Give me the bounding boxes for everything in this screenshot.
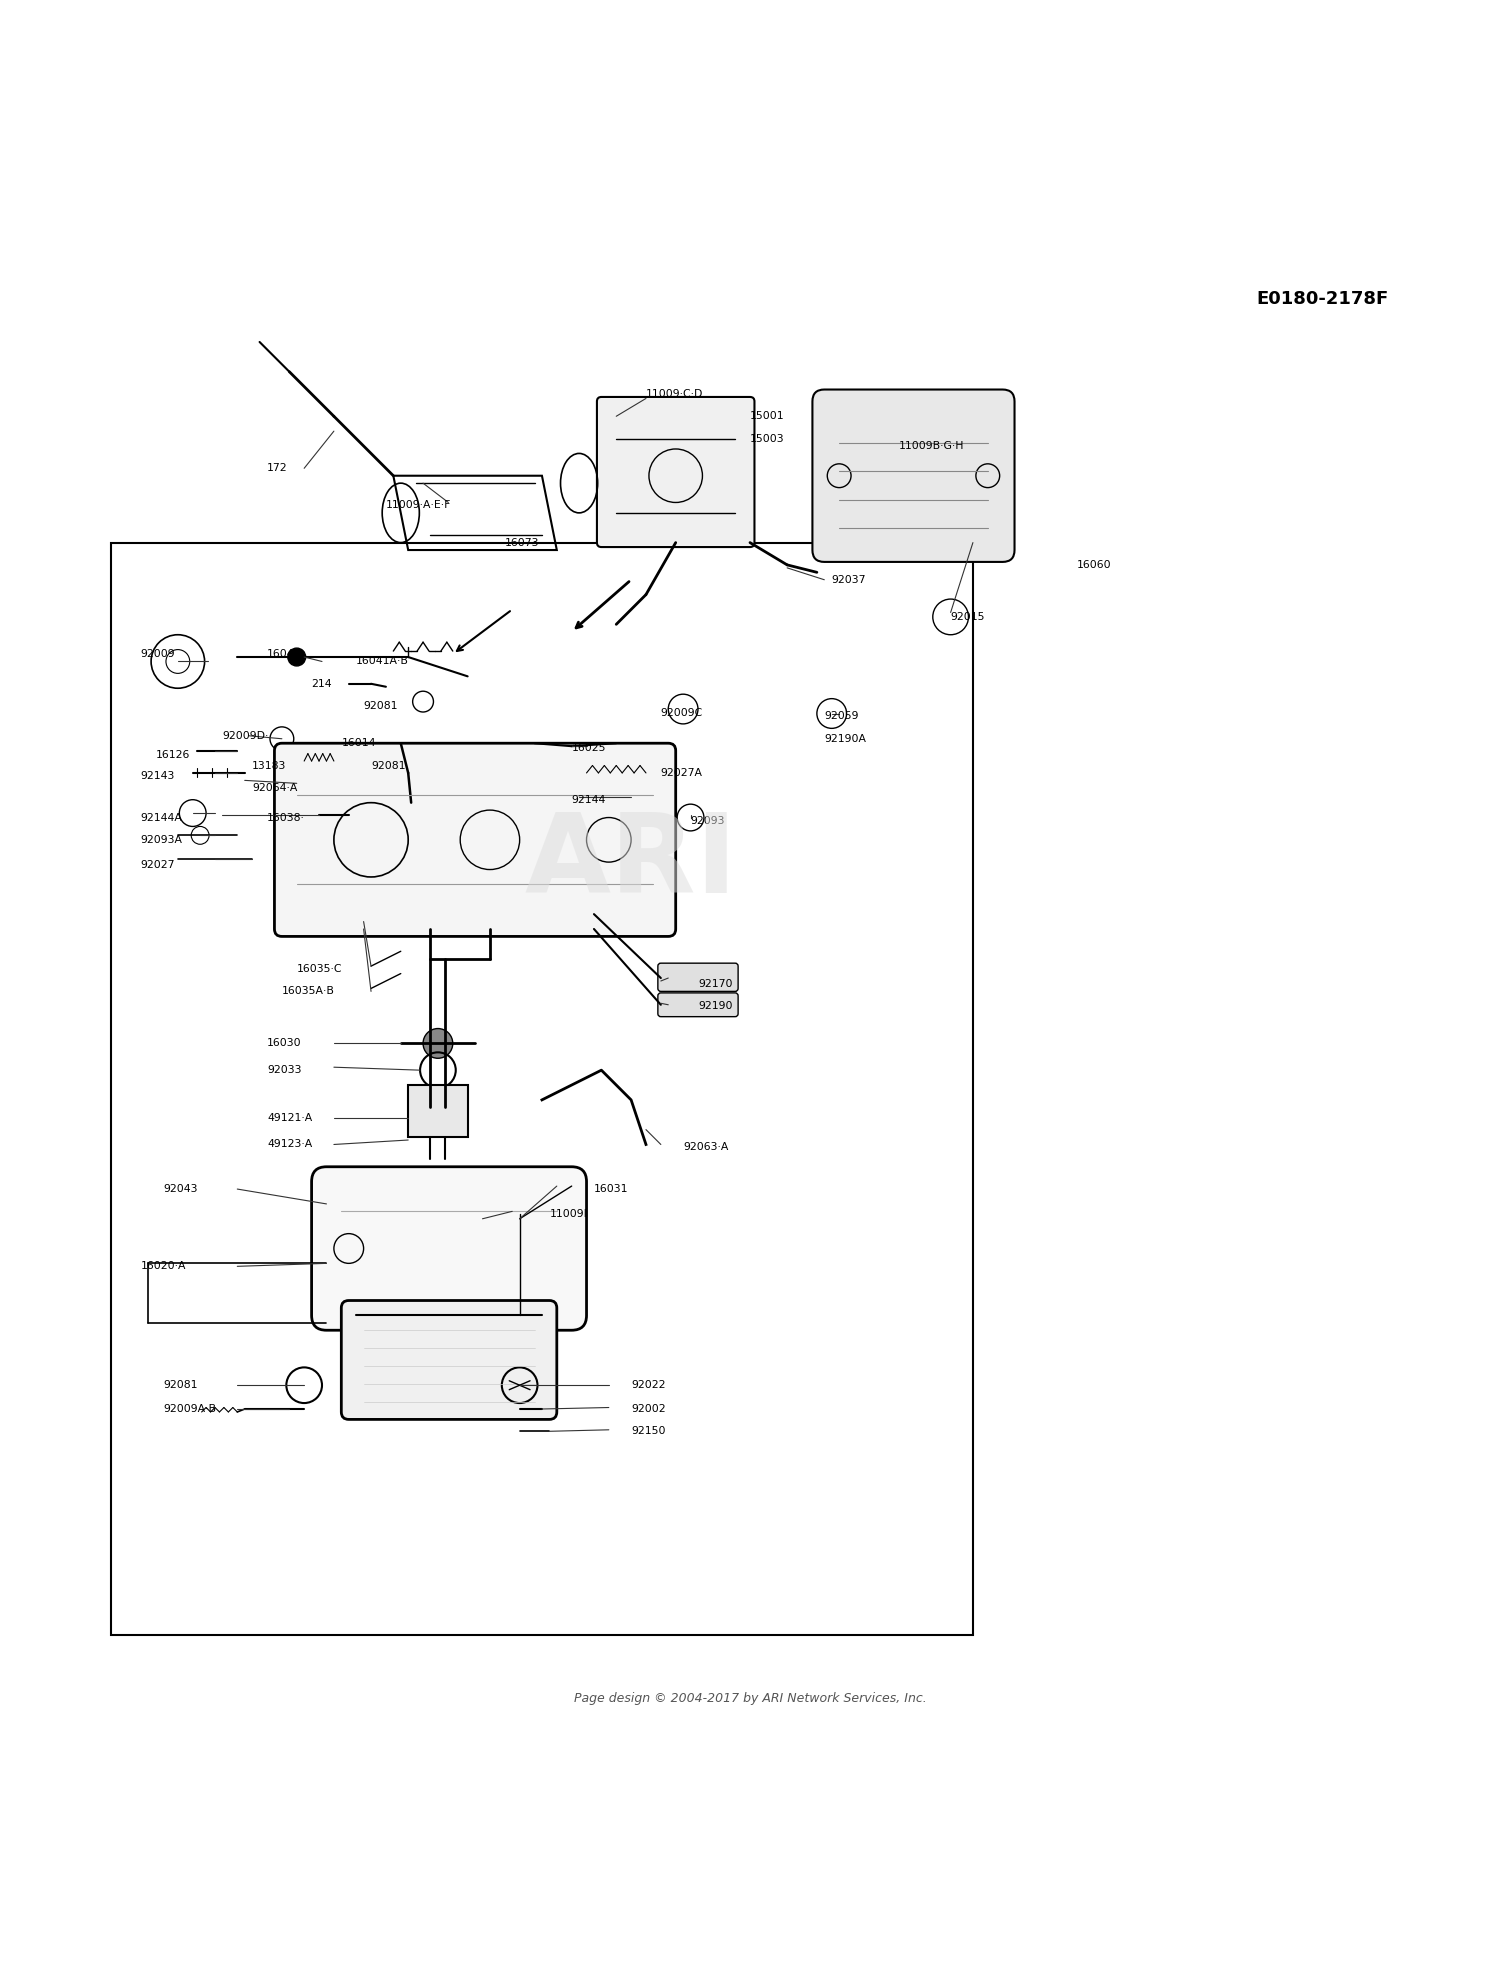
Text: 92033: 92033 <box>267 1065 302 1075</box>
Text: 92009: 92009 <box>141 649 176 659</box>
Text: 92027: 92027 <box>141 859 176 869</box>
Text: ARI: ARI <box>525 808 738 916</box>
Text: 92143: 92143 <box>141 771 176 781</box>
Text: Page design © 2004-2017 by ARI Network Services, Inc.: Page design © 2004-2017 by ARI Network S… <box>573 1691 927 1705</box>
Text: 92037: 92037 <box>831 575 866 585</box>
Text: 16073: 16073 <box>506 538 540 547</box>
FancyBboxPatch shape <box>813 390 1014 561</box>
FancyBboxPatch shape <box>274 744 675 936</box>
Text: 15001: 15001 <box>750 412 784 422</box>
Text: 92043: 92043 <box>164 1183 198 1195</box>
FancyBboxPatch shape <box>658 963 738 991</box>
Text: 92081: 92081 <box>164 1379 198 1391</box>
Text: 92081: 92081 <box>363 700 398 710</box>
Text: 16041A·B: 16041A·B <box>356 657 410 667</box>
Text: 49121·A: 49121·A <box>267 1112 312 1122</box>
Text: 92059: 92059 <box>825 712 860 722</box>
Text: 16035·C: 16035·C <box>297 963 342 973</box>
Text: 92081: 92081 <box>370 761 405 771</box>
FancyBboxPatch shape <box>312 1167 586 1330</box>
Text: 11009·A·E·F: 11009·A·E·F <box>386 500 452 510</box>
Text: 16038·: 16038· <box>267 812 305 822</box>
Circle shape <box>288 647 306 665</box>
Bar <box>111 543 974 1634</box>
Text: 16126: 16126 <box>156 749 190 759</box>
Text: 49123·A: 49123·A <box>267 1140 312 1150</box>
Text: 92170: 92170 <box>698 979 732 989</box>
Text: 92015: 92015 <box>951 612 986 622</box>
Text: 92190A: 92190A <box>825 734 867 744</box>
Text: 11009B·G·H: 11009B·G·H <box>898 441 964 451</box>
Text: E0180-2178F: E0180-2178F <box>1257 290 1389 308</box>
Text: 92150: 92150 <box>632 1426 666 1436</box>
Text: 92022: 92022 <box>632 1379 666 1391</box>
Text: 92002: 92002 <box>632 1405 666 1415</box>
Text: 13183: 13183 <box>252 761 286 771</box>
FancyBboxPatch shape <box>658 993 738 1016</box>
Text: 16041: 16041 <box>267 649 302 659</box>
Text: 172: 172 <box>267 463 288 473</box>
Circle shape <box>423 1028 453 1058</box>
Text: 16035A·B: 16035A·B <box>282 987 334 997</box>
Text: 16060: 16060 <box>1077 559 1112 569</box>
FancyBboxPatch shape <box>597 396 754 547</box>
Text: 92063·A: 92063·A <box>682 1142 729 1152</box>
Bar <box>408 1085 468 1138</box>
Text: 11009I: 11009I <box>549 1209 588 1218</box>
Text: 92009A·B: 92009A·B <box>164 1405 216 1415</box>
Text: 92009D·: 92009D· <box>222 730 268 742</box>
Text: 15003: 15003 <box>750 434 784 443</box>
Text: 92027A: 92027A <box>662 767 704 779</box>
Text: 92009C: 92009C <box>662 708 704 718</box>
Text: 16014: 16014 <box>342 738 376 748</box>
Text: 92144A: 92144A <box>141 812 183 822</box>
Text: 16020·A: 16020·A <box>141 1262 186 1271</box>
Text: 16025: 16025 <box>572 744 606 753</box>
Text: 214: 214 <box>312 679 332 689</box>
Text: 16030: 16030 <box>267 1038 302 1048</box>
Text: 92144: 92144 <box>572 795 606 804</box>
Text: 16031: 16031 <box>594 1183 628 1195</box>
Text: 11009·C·D: 11009·C·D <box>646 388 704 398</box>
Text: 92093: 92093 <box>690 816 724 826</box>
FancyBboxPatch shape <box>342 1301 556 1419</box>
Text: 92064·A: 92064·A <box>252 783 297 793</box>
Text: 92190: 92190 <box>698 1001 732 1010</box>
Text: 92093A: 92093A <box>141 834 183 846</box>
